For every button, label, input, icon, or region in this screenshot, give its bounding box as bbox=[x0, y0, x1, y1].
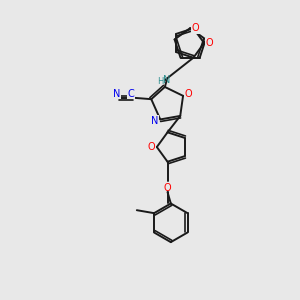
Text: O: O bbox=[184, 89, 192, 99]
Text: N: N bbox=[113, 89, 120, 99]
Text: O: O bbox=[148, 142, 155, 152]
Text: O: O bbox=[192, 23, 199, 33]
Text: O: O bbox=[206, 38, 213, 48]
Text: O: O bbox=[164, 184, 171, 194]
Text: N: N bbox=[151, 116, 159, 126]
Text: N: N bbox=[163, 75, 171, 85]
Text: C: C bbox=[128, 89, 134, 99]
Text: H: H bbox=[157, 77, 164, 86]
